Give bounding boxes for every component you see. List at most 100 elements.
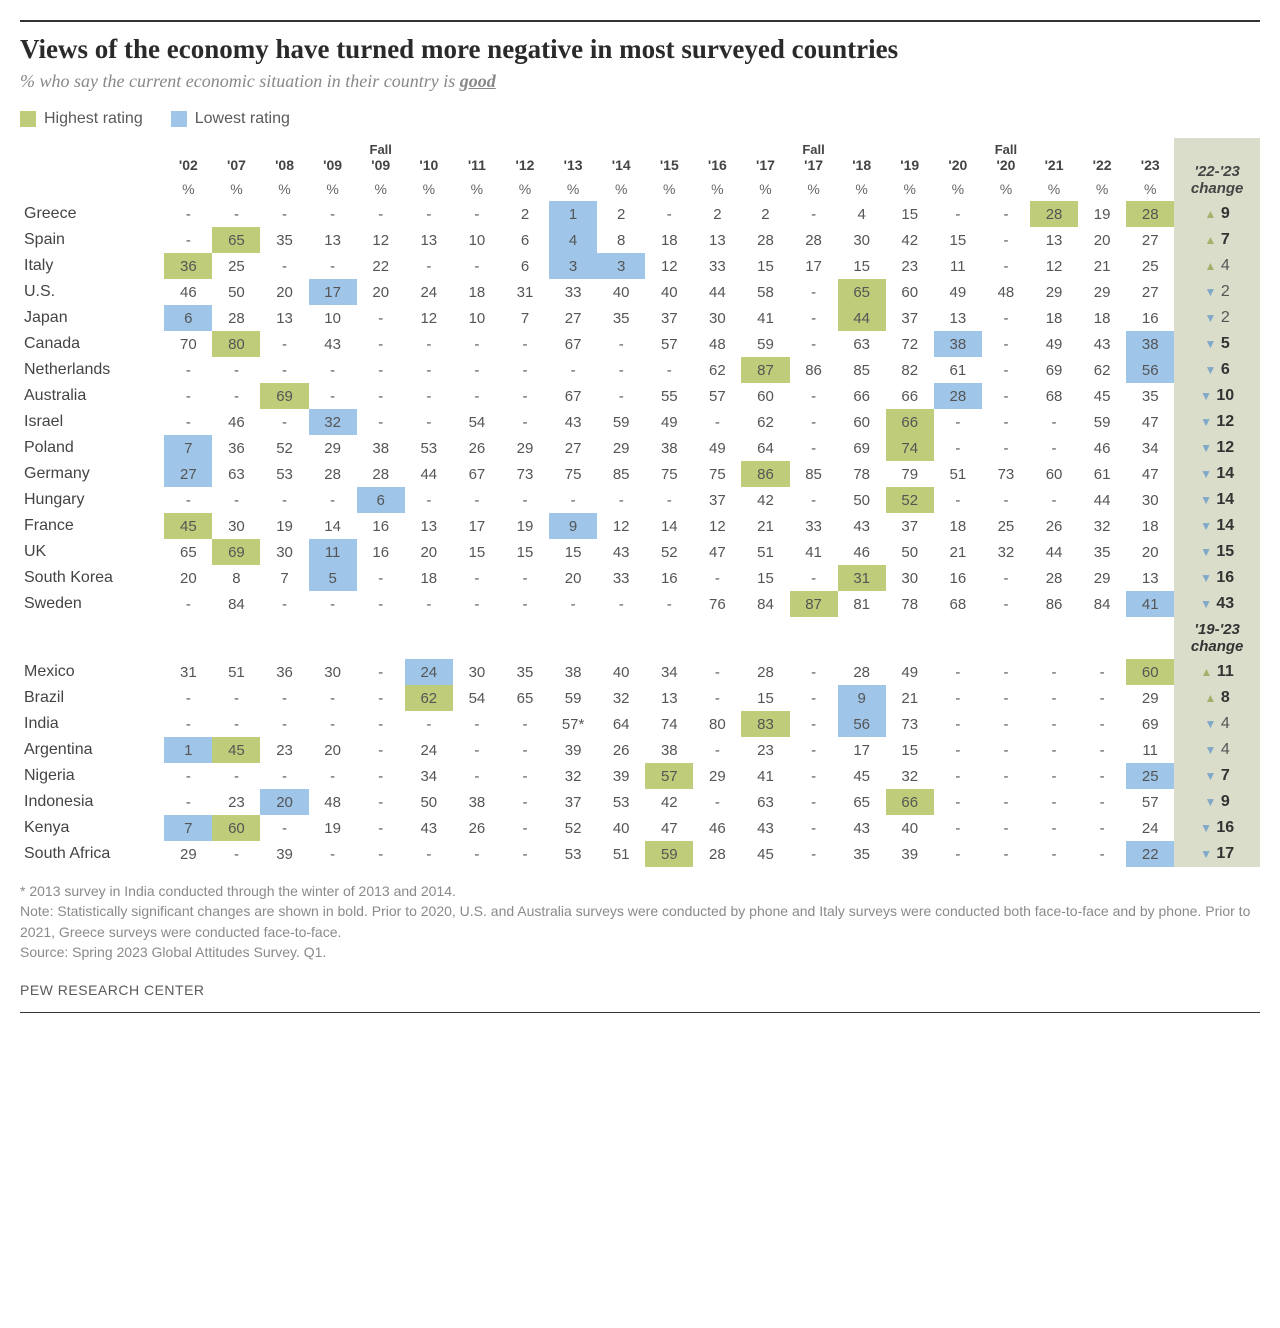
data-cell: 33	[597, 565, 645, 591]
change-cell: ▼ 2	[1174, 279, 1260, 305]
data-cell: 63	[212, 461, 260, 487]
data-cell: 18	[645, 227, 693, 253]
change-value: 11	[1212, 663, 1233, 680]
country-label: Nigeria	[20, 763, 164, 789]
data-cell: 26	[597, 737, 645, 763]
data-cell: -	[1030, 685, 1078, 711]
data-cell: 25	[982, 513, 1030, 539]
data-cell: 60	[1126, 659, 1174, 685]
data-cell: 23	[741, 737, 789, 763]
data-cell: 28	[838, 659, 886, 685]
data-cell: 16	[1126, 305, 1174, 331]
data-cell: 62	[741, 409, 789, 435]
data-cell: 35	[260, 227, 308, 253]
data-cell: -	[597, 331, 645, 357]
data-cell: 63	[741, 789, 789, 815]
change-value: 14	[1212, 465, 1234, 482]
data-cell: 2	[741, 201, 789, 227]
country-label: Japan	[20, 305, 164, 331]
data-cell: -	[357, 763, 405, 789]
country-label: Australia	[20, 383, 164, 409]
data-cell: 35	[597, 305, 645, 331]
data-cell: 25	[212, 253, 260, 279]
data-cell: -	[790, 737, 838, 763]
data-cell: -	[501, 383, 549, 409]
data-cell: 40	[597, 659, 645, 685]
table-row: Indonesia-232048-5038-375342-63-6566----…	[20, 789, 1260, 815]
data-cell: -	[1078, 841, 1126, 867]
data-cell: -	[790, 409, 838, 435]
country-label: Italy	[20, 253, 164, 279]
change-cell: ▼ 5	[1174, 331, 1260, 357]
data-cell: -	[357, 685, 405, 711]
data-cell: 65	[212, 227, 260, 253]
data-cell: 31	[501, 279, 549, 305]
data-cell: 44	[1078, 487, 1126, 513]
data-cell: -	[501, 487, 549, 513]
data-cell: 16	[357, 513, 405, 539]
data-cell: 34	[405, 763, 453, 789]
data-cell: 2	[693, 201, 741, 227]
data-cell: 10	[309, 305, 357, 331]
data-cell: 40	[645, 279, 693, 305]
data-cell: -	[982, 305, 1030, 331]
data-cell: -	[260, 711, 308, 737]
data-cell: 29	[1030, 279, 1078, 305]
data-cell: 38	[357, 435, 405, 461]
data-cell: 15	[886, 737, 934, 763]
data-cell: 9	[549, 513, 597, 539]
data-cell: 27	[549, 305, 597, 331]
swatch-low	[171, 111, 187, 127]
data-cell: 52	[260, 435, 308, 461]
data-cell: 14	[645, 513, 693, 539]
data-cell: -	[405, 331, 453, 357]
table-row: UK65693011162015151543524751414650213244…	[20, 539, 1260, 565]
data-cell: 29	[693, 763, 741, 789]
data-cell: -	[1078, 815, 1126, 841]
arrow-down-icon: ▼	[1200, 519, 1212, 533]
data-cell: -	[790, 201, 838, 227]
data-cell: 6	[357, 487, 405, 513]
change-value: 5	[1216, 335, 1229, 352]
data-cell: -	[357, 711, 405, 737]
table-row: France4530191416131719912141221334337182…	[20, 513, 1260, 539]
data-cell: 53	[597, 789, 645, 815]
change-cell: ▼ 16	[1174, 565, 1260, 591]
data-cell: -	[934, 841, 982, 867]
data-cell: 28	[741, 659, 789, 685]
data-cell: 15	[886, 201, 934, 227]
data-cell: -	[309, 253, 357, 279]
data-cell: 45	[1078, 383, 1126, 409]
table-row: Japan6281310-121072735373041-443713-1818…	[20, 305, 1260, 331]
data-cell: 27	[549, 435, 597, 461]
data-cell: 67	[549, 383, 597, 409]
data-cell: 12	[357, 227, 405, 253]
data-cell: 19	[1078, 201, 1126, 227]
data-cell: -	[309, 383, 357, 409]
data-cell: 46	[212, 409, 260, 435]
data-cell: 13	[309, 227, 357, 253]
data-cell: -	[934, 201, 982, 227]
country-label: Mexico	[20, 659, 164, 685]
data-cell: 13	[405, 227, 453, 253]
data-cell: 37	[645, 305, 693, 331]
change-cell: ▲ 11	[1174, 659, 1260, 685]
data-cell: 52	[645, 539, 693, 565]
data-cell: -	[357, 409, 405, 435]
change-cell: ▼ 15	[1174, 539, 1260, 565]
arrow-down-icon: ▼	[1200, 847, 1212, 861]
data-cell: 87	[790, 591, 838, 617]
data-cell: 15	[453, 539, 501, 565]
legend-item-high: Highest rating	[20, 110, 143, 128]
data-cell: -	[982, 591, 1030, 617]
data-cell: -	[260, 201, 308, 227]
data-cell: 61	[934, 357, 982, 383]
data-cell: -	[309, 357, 357, 383]
data-cell: 38	[549, 659, 597, 685]
data-cell: 64	[741, 435, 789, 461]
data-cell: 57	[1126, 789, 1174, 815]
country-label: Hungary	[20, 487, 164, 513]
data-cell: 84	[741, 591, 789, 617]
change-cell: ▼ 14	[1174, 487, 1260, 513]
data-cell: 87	[741, 357, 789, 383]
